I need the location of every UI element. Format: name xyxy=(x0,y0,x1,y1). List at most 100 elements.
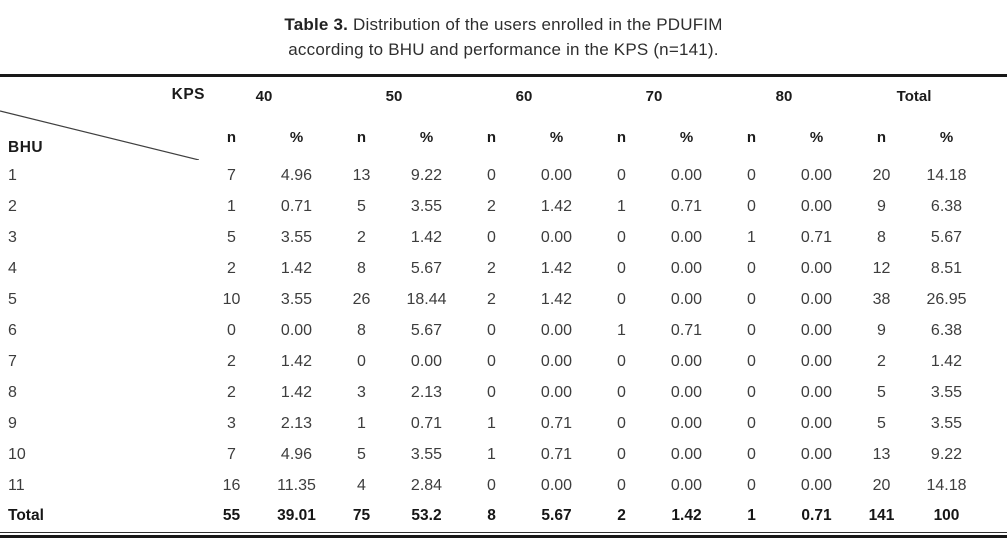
data-cell: 39.01 xyxy=(264,501,329,533)
data-cell: 0.00 xyxy=(540,352,573,370)
data-cell: 9.22 xyxy=(410,166,443,184)
row-label: 1 xyxy=(8,166,17,184)
data-cell: 9.22 xyxy=(930,445,963,463)
data-cell: 0 xyxy=(487,352,496,370)
data-cell: 2.13 xyxy=(410,383,443,401)
table-row: 8 2 1.42 3 2.13 0 0.00 0 0.00 0 0.00 5 3.55 xyxy=(0,377,1007,408)
data-cell: 1.42 xyxy=(540,290,573,308)
axis-header-cell: KPS BHU xyxy=(0,77,204,160)
subheader-pct: % xyxy=(419,129,434,146)
caption-line-2: according to BHU and performance in the … xyxy=(288,40,719,59)
data-cell: 3.55 xyxy=(930,383,963,401)
kps-group-40: 40 xyxy=(255,87,273,105)
spacer-cell xyxy=(979,253,1007,284)
data-cell: 0 xyxy=(617,290,626,308)
data-cell: 0.71 xyxy=(800,228,833,246)
caption-text: Distribution of the users enrolled in th… xyxy=(352,15,723,34)
data-cell: 0.00 xyxy=(540,476,573,494)
data-cell: 1 xyxy=(487,414,496,432)
data-cell: 3.55 xyxy=(280,290,313,308)
data-cell: 1 xyxy=(487,445,496,463)
data-cell: 0.00 xyxy=(800,383,833,401)
data-cell: 2 xyxy=(227,259,236,277)
data-cell: 0.71 xyxy=(784,501,849,533)
data-cell: 2.13 xyxy=(280,414,313,432)
subheader-n: n xyxy=(486,129,497,146)
kps-group-total: Total xyxy=(896,87,932,105)
data-cell: 0.00 xyxy=(670,259,703,277)
data-cell: 0.71 xyxy=(670,321,703,339)
row-label: Total xyxy=(0,501,199,533)
data-cell: 5.67 xyxy=(930,228,963,246)
row-label: 4 xyxy=(8,259,17,277)
data-cell: 0 xyxy=(617,383,626,401)
data-cell: 2 xyxy=(877,352,886,370)
spacer-cell xyxy=(979,346,1007,377)
data-cell: 0.00 xyxy=(800,445,833,463)
data-cell: 0 xyxy=(747,321,756,339)
data-cell: 1 xyxy=(617,197,626,215)
data-cell: 1 xyxy=(227,197,236,215)
kps-group-header-row: KPS BHU 40 50 60 70 80 Total xyxy=(0,77,1007,160)
data-cell: 3.55 xyxy=(280,228,313,246)
data-cell: 8 xyxy=(459,501,524,533)
data-cell: 4.96 xyxy=(280,445,313,463)
data-cell: 0.00 xyxy=(800,259,833,277)
data-cell: 0 xyxy=(747,445,756,463)
right-margin-spacer xyxy=(979,77,1007,160)
data-cell: 8 xyxy=(357,321,366,339)
data-cell: 5 xyxy=(227,228,236,246)
data-cell: 3.55 xyxy=(410,445,443,463)
data-cell: 0 xyxy=(747,259,756,277)
data-cell: 100 xyxy=(914,501,979,533)
subheader-n: n xyxy=(356,129,367,146)
distribution-table: KPS BHU 40 50 60 70 80 Total n % n % n xyxy=(0,77,1007,533)
data-cell: 5 xyxy=(357,445,366,463)
data-cell: 0 xyxy=(617,445,626,463)
table-row: 1 7 4.96 13 9.22 0 0.00 0 0.00 0 0.00 20 14.18 xyxy=(0,160,1007,191)
data-cell: 6.38 xyxy=(930,197,963,215)
data-cell: 0 xyxy=(227,321,236,339)
caption-line-1: Table 3. Distribution of the users enrol… xyxy=(0,12,1007,37)
data-cell: 1 xyxy=(719,501,784,533)
data-cell: 0 xyxy=(747,290,756,308)
data-cell: 2 xyxy=(487,290,496,308)
data-cell: 0.00 xyxy=(670,290,703,308)
data-cell: 20 xyxy=(872,476,891,494)
table-body: 1 7 4.96 13 9.22 0 0.00 0 0.00 0 0.00 20 14.18 2 1 0.71… xyxy=(0,160,1007,533)
data-cell: 0 xyxy=(487,166,496,184)
data-cell: 0.71 xyxy=(670,197,703,215)
data-cell: 2 xyxy=(227,383,236,401)
data-cell: 6.38 xyxy=(930,321,963,339)
spacer-cell xyxy=(979,377,1007,408)
spacer-cell xyxy=(979,191,1007,222)
total-row: Total 55 39.01 75 53.2 8 5.67 2 1.42 1 0.71 141 100 xyxy=(0,501,1007,533)
row-label: 6 xyxy=(8,321,17,339)
data-cell: 1.42 xyxy=(410,228,443,246)
data-cell: 0 xyxy=(747,352,756,370)
data-cell: 1 xyxy=(357,414,366,432)
table-row: 9 3 2.13 1 0.71 1 0.71 0 0.00 0 0.00 5 3.55 xyxy=(0,408,1007,439)
data-cell: 0 xyxy=(747,166,756,184)
data-cell: 1.42 xyxy=(280,259,313,277)
row-label: 8 xyxy=(8,383,17,401)
data-cell: 1.42 xyxy=(654,501,719,533)
data-cell: 2 xyxy=(357,228,366,246)
data-cell: 0.00 xyxy=(280,321,313,339)
row-label: 5 xyxy=(8,290,17,308)
subheader-n: n xyxy=(226,129,237,146)
kps-group-60: 60 xyxy=(515,87,533,105)
data-cell: 0 xyxy=(487,476,496,494)
data-cell: 0.71 xyxy=(410,414,443,432)
data-cell: 9 xyxy=(877,321,886,339)
data-cell: 0 xyxy=(747,383,756,401)
data-cell: 13 xyxy=(352,166,371,184)
spacer-cell xyxy=(979,439,1007,470)
data-cell: 0.00 xyxy=(540,228,573,246)
data-cell: 0.00 xyxy=(800,321,833,339)
data-cell: 1.42 xyxy=(540,259,573,277)
spacer-cell xyxy=(979,160,1007,191)
data-cell: 1.42 xyxy=(280,352,313,370)
table-row: 2 1 0.71 5 3.55 2 1.42 1 0.71 0 0.00 9 6.38 xyxy=(0,191,1007,222)
